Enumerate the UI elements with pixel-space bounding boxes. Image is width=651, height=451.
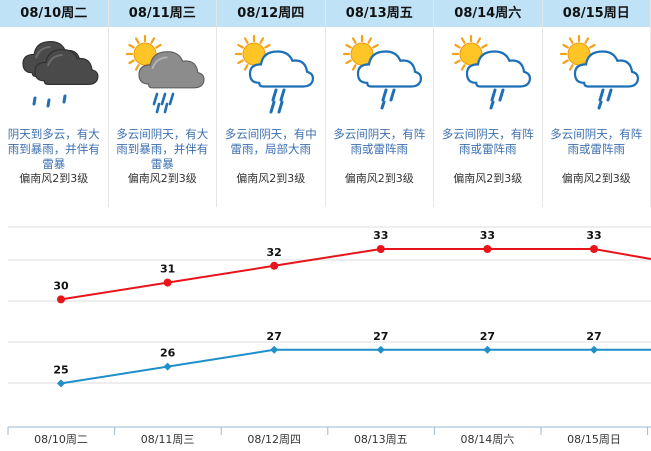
weather-description: 多云间阴天，有阵雨或雷阵雨 — [441, 127, 534, 156]
data-point — [163, 362, 172, 371]
data-point — [483, 345, 492, 354]
weather-icon-wrap — [217, 32, 325, 116]
weather-description: 多云间阴天，有大雨到暴雨，并伴有雷暴 — [116, 127, 209, 171]
weather-description: 阴天到多云，有大雨到暴雨，并伴有雷暴 — [7, 127, 100, 171]
day-column: 08/13周五 多云间阴天，有阵雨或雷阵雨 偏南风2到3级 — [325, 0, 434, 207]
data-point — [270, 345, 279, 354]
series-line — [60, 248, 651, 301]
forecast-panel: 08/10周二 阴天到多云，有大雨到暴雨，并伴有雷暴 偏南风2到3级 08/11… — [0, 0, 651, 207]
data-label: 27 — [267, 330, 282, 343]
day-header: 08/12周四 — [217, 0, 325, 27]
data-label: 33 — [586, 229, 601, 242]
wind-info: 偏南风2到3级 — [561, 172, 631, 185]
data-point — [376, 345, 385, 354]
day-header: 08/13周五 — [325, 0, 433, 27]
x-tick-label: 08/14周六 — [461, 433, 515, 446]
day-header: 08/15周日 — [542, 0, 650, 27]
series-line — [60, 348, 651, 385]
sun-shower-cloud-icon — [560, 34, 640, 110]
sun-shower-cloud-icon — [343, 34, 423, 110]
x-tick-label: 08/13周五 — [354, 433, 408, 446]
data-label: 27 — [480, 330, 495, 343]
data-label: 30 — [53, 279, 69, 292]
day-header: 08/11周三 — [108, 0, 216, 27]
day-header: 08/14周六 — [434, 0, 542, 27]
data-point — [590, 345, 598, 354]
x-tick-label: 08/10周二 — [34, 433, 88, 446]
temperature-chart-svg: 08/10周二 08/11周三 08/12周四 08/13周五 08/14周六 08/15… — [7, 226, 651, 446]
wind-info: 偏南风2到3级 — [344, 172, 414, 185]
weather-icon-wrap — [326, 32, 434, 116]
sun-thunder-rain-cloud-icon — [234, 34, 314, 114]
weather-icon-wrap — [109, 32, 217, 116]
data-point — [163, 278, 172, 287]
weather-description: 多云间阴天，有阵雨或雷阵雨 — [550, 127, 643, 156]
x-tick-label: 08/12周四 — [247, 433, 301, 446]
data-label: 32 — [267, 246, 282, 259]
weather-description: 多云间阴天，有阵雨或雷阵雨 — [333, 127, 426, 156]
wind-info: 偏南风2到3级 — [19, 172, 89, 185]
data-label: 26 — [160, 347, 176, 360]
data-label: 27 — [373, 330, 388, 343]
data-point — [57, 295, 65, 304]
day-column: 08/11周三 多云间阴天，有大雨到暴雨，并伴有雷暴 偏南风2到3级 — [108, 0, 217, 207]
day-column: 08/15周日 多云间阴天，有阵雨或雷阵雨 偏南风2到3级 — [542, 0, 651, 207]
heavy-rain-cloud-icon — [22, 40, 99, 108]
temperature-chart: 08/10周二 08/11周三 08/12周四 08/13周五 08/14周六 08/15… — [0, 207, 651, 451]
data-point — [483, 245, 492, 253]
sun-shower-cloud-icon — [451, 34, 531, 110]
day-header: 08/10周二 — [0, 0, 108, 27]
x-tick-label: 08/15周日 — [567, 433, 621, 446]
data-point — [376, 245, 385, 253]
wind-info: 偏南风2到3级 — [453, 172, 523, 185]
data-label: 33 — [480, 229, 495, 242]
wind-info: 偏南风2到3级 — [127, 172, 197, 185]
sun-heavy-rain-cloud-icon — [126, 34, 205, 114]
wind-info: 偏南风2到3级 — [236, 172, 306, 185]
day-column: 08/12周四 多云间阴天，有中雷雨，局部大雨 偏南风2到3级 — [217, 0, 326, 207]
data-label: 27 — [586, 330, 601, 343]
day-column: 08/14周六 多云间阴天，有阵雨或雷阵雨 偏南风2到3级 — [434, 0, 543, 207]
weather-icon-wrap — [0, 32, 108, 116]
data-point — [270, 261, 279, 270]
data-label: 25 — [53, 363, 68, 376]
weather-description: 多云间阴天，有中雷雨，局部大雨 — [224, 127, 317, 156]
data-label: 33 — [373, 229, 388, 242]
data-label: 31 — [160, 263, 175, 276]
x-tick-label: 08/11周三 — [141, 433, 195, 446]
weather-icon-wrap — [434, 32, 542, 116]
data-point — [590, 245, 598, 253]
weather-icon-wrap — [543, 32, 651, 116]
day-column: 08/10周二 阴天到多云，有大雨到暴雨，并伴有雷暴 偏南风2到3级 — [0, 0, 109, 207]
data-point — [57, 379, 65, 388]
